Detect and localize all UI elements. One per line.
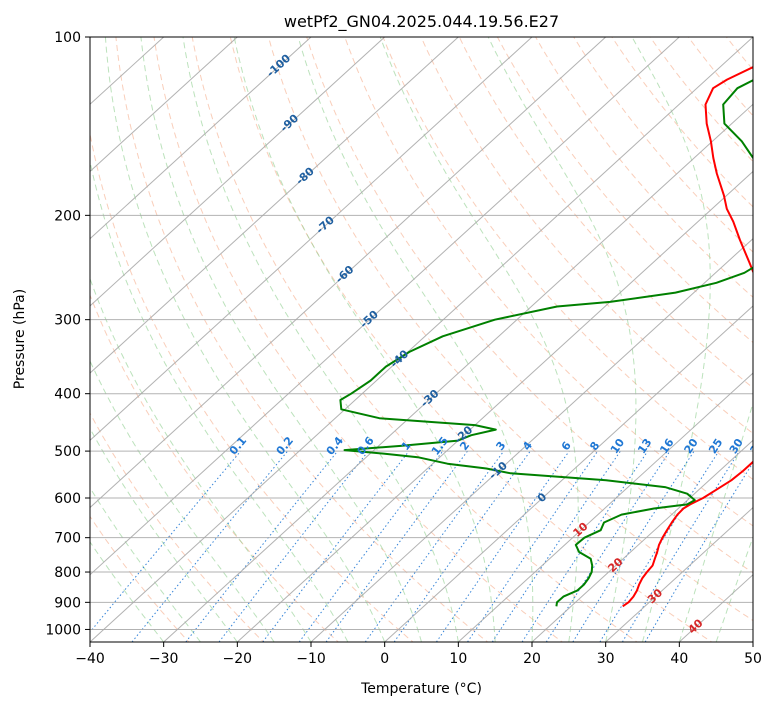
x-tick-label: −10	[296, 651, 326, 667]
moist-adiabat	[297, 37, 534, 642]
dry-adiabat	[535, 37, 753, 298]
mixing-ratio-line	[435, 450, 570, 642]
moist-adiabat	[104, 37, 386, 642]
mixing-ratio-line	[364, 450, 505, 642]
y-tick-label: 100	[54, 30, 81, 46]
moist-adiabat	[90, 359, 275, 642]
mixing-ratio-line	[521, 450, 649, 642]
isotherm-line	[605, 506, 753, 642]
dry-adiabat	[267, 37, 753, 622]
y-tick-label: 800	[54, 565, 81, 581]
y-tick-label: 900	[54, 595, 81, 611]
moist-adiabat	[90, 427, 238, 642]
moist-adiabat	[140, 37, 422, 642]
profile-lines	[339, 66, 753, 608]
axes: −40 −30 −20 −10 0 10 20 30 40 50 100 200 300 400 500 60…	[45, 30, 762, 667]
x-tick-label: −30	[149, 651, 179, 667]
isotherm-line	[90, 37, 459, 374]
x-tick-label: −20	[223, 651, 253, 667]
dry-adiabat	[115, 37, 489, 642]
moist-adiabat	[233, 37, 496, 642]
x-tick-label: 20	[523, 651, 541, 667]
y-tick-label: 500	[54, 444, 81, 460]
mixing-ratio-line	[545, 450, 671, 642]
x-tick-label: 40	[670, 651, 688, 667]
y-tick-label: 700	[54, 531, 81, 547]
moist-adiabat	[90, 486, 201, 642]
dry-adiabat	[344, 37, 753, 527]
y-tick-label: 600	[54, 491, 81, 507]
mixing-ratio-line	[572, 450, 695, 642]
isotherm-line	[531, 439, 753, 642]
isotherm-line	[236, 170, 753, 642]
x-axis-label: Temperature (°C)	[360, 681, 482, 697]
plot-frame	[89, 36, 754, 643]
dewpoint-profile-line	[339, 79, 753, 607]
x-tick-label: 0	[380, 651, 389, 667]
dry-adiabat	[306, 37, 753, 574]
x-tick-label: −40	[75, 651, 105, 667]
moist-adiabat	[678, 401, 753, 642]
moist-adiabat	[379, 37, 579, 642]
moist-adiabat	[182, 37, 459, 642]
mixing-ratio-line	[185, 450, 338, 642]
isotherm-line	[90, 37, 680, 576]
mixing-ratio-line	[467, 450, 599, 642]
y-tick-label: 1000	[45, 622, 81, 638]
isotherm-line	[90, 37, 533, 442]
x-tick-label: 30	[597, 651, 615, 667]
mixing-ratio-line	[491, 450, 621, 642]
mixing-ratio-line	[325, 450, 468, 642]
x-tick-label: 10	[449, 651, 467, 667]
isotherm-line	[90, 37, 386, 307]
isotherm-line	[310, 237, 753, 642]
chart-title: wetPf2_GN04.2025.044.19.56.E27	[284, 12, 559, 32]
mixing-ratio-line	[621, 450, 740, 642]
moist-adiabat	[715, 535, 753, 642]
x-tick-label: 50	[744, 651, 762, 667]
isotherm-line	[90, 37, 607, 509]
isotherm-line	[457, 372, 753, 642]
temperature-profile-line	[622, 66, 753, 608]
mixing-ratio-line	[90, 450, 242, 633]
mixing-ratio-line	[131, 450, 288, 642]
isotherm-line	[90, 37, 753, 642]
isotherm-line	[90, 37, 312, 240]
mixing-ratio-line	[298, 450, 444, 642]
mixing-ratio-label: 36	[748, 436, 767, 456]
moist-adiabat	[487, 37, 637, 642]
isotherm-line	[163, 103, 753, 642]
moist-adiabat	[90, 540, 165, 642]
isotherm-line	[90, 37, 238, 173]
y-tick-label: 300	[54, 313, 81, 329]
y-tick-label: 200	[54, 208, 81, 224]
mixing-ratio-line	[262, 450, 410, 642]
y-tick-label: 400	[54, 387, 81, 403]
dry-adiabat	[90, 412, 265, 642]
grid-lines	[90, 37, 753, 642]
isotherm-line	[384, 305, 753, 642]
y-axis-label: Pressure (hPa)	[12, 289, 28, 389]
